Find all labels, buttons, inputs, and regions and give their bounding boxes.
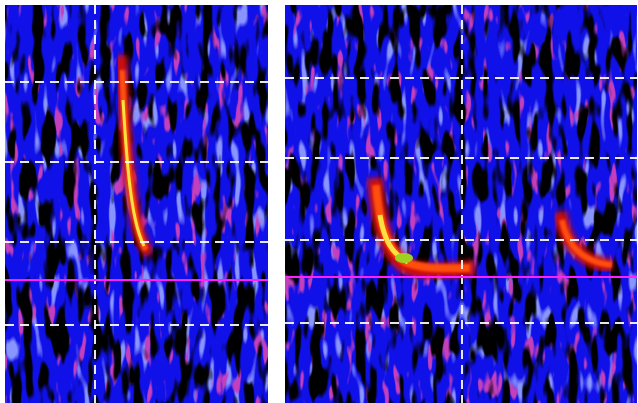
signal-peak: [395, 253, 413, 263]
right-panel: [285, 5, 637, 403]
left-panel: [5, 5, 268, 403]
